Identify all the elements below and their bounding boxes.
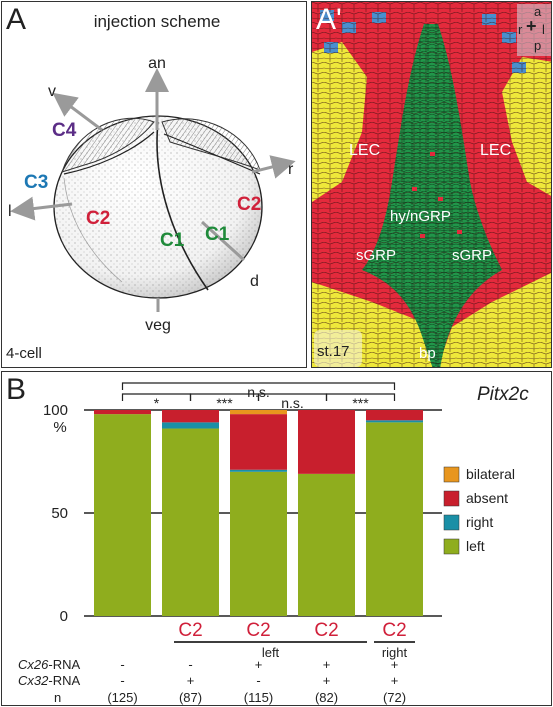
legend-label-left: left [466, 538, 485, 554]
cell-label-c3: C3 [24, 172, 48, 193]
cx32-value: + [187, 673, 195, 688]
cell-label-c2-right: C2 [237, 194, 261, 215]
bar-segment-right [366, 420, 423, 423]
n-value: (115) [244, 690, 273, 705]
axis-label-l: l [8, 203, 12, 220]
red-cell [420, 234, 425, 238]
label-sgrp-left: sGRP [356, 247, 397, 264]
cx32-value: + [323, 673, 331, 688]
legend-swatch-bilateral [443, 466, 460, 483]
panel-a: A injection scheme [1, 1, 307, 368]
label-sgrp-right: sGRP [452, 247, 493, 264]
red-cell [457, 230, 462, 234]
orient-r: r [518, 22, 523, 37]
bar-segment-left [162, 428, 219, 616]
orient-a: a [534, 4, 542, 19]
bar-segment-left [230, 471, 287, 616]
bar-segment-absent [298, 410, 355, 474]
bar-segment-left [366, 422, 423, 616]
red-cell [438, 197, 443, 201]
bar-segment-left [94, 414, 151, 616]
sig-overall-label: n.s. [247, 384, 270, 400]
y-tick-label: 50 [51, 505, 68, 522]
label-hy-ngrp: hy/nGRP [390, 208, 451, 225]
panel-a-title: injection scheme [94, 12, 221, 31]
panel-b-letter: B [6, 373, 27, 406]
n-value: (82) [315, 690, 338, 705]
orient-p: p [534, 38, 542, 53]
label-lec-left: LEC [349, 142, 381, 159]
sig-pair-3-label: n.s. [281, 395, 304, 411]
sig-pair-4-line [325, 393, 396, 401]
row-label-cx32: Cx32-RNA [18, 673, 80, 688]
sig-overall-line [121, 382, 396, 390]
legend-swatch-right [443, 514, 460, 531]
row-label-n: n [54, 690, 61, 705]
axis-label-r: r [288, 161, 294, 178]
y-unit-label: % [53, 419, 66, 436]
bar-segment-absent [366, 410, 423, 421]
axis-label-d: d [250, 273, 259, 290]
cx32-value: - [256, 673, 260, 688]
group-label-left: left [262, 645, 280, 660]
gene-name: Pitx2c [477, 384, 529, 405]
red-cell [430, 152, 435, 156]
bar-segment-left [298, 473, 355, 616]
cell-label-c1-right: C1 [205, 224, 230, 245]
legend-swatch-left [443, 538, 460, 555]
group-label-right: right [382, 645, 408, 660]
bar-segment-right [162, 422, 219, 429]
bar-segment-absent [162, 410, 219, 423]
panel-b: B Pitx2c n.s. * *** n.s. *** 0 50 100% bilater… [1, 371, 552, 706]
label-bp: bp [419, 345, 436, 362]
cx32-value: - [120, 673, 124, 688]
embryo-cap-left [61, 117, 155, 173]
cell-label-c2-left: C2 [86, 208, 110, 229]
cx26-value: + [323, 657, 331, 672]
sig-pair-4-label: *** [352, 395, 369, 411]
c2-injection-label: C2 [314, 620, 338, 641]
c2-injection-label: C2 [382, 620, 406, 641]
n-value: (72) [383, 690, 406, 705]
bar-segment-absent [230, 414, 287, 470]
red-cell [412, 187, 417, 191]
stage-label-4cell: 4-cell [6, 345, 42, 362]
axis-label-veg: veg [145, 317, 171, 334]
cell-label-c4: C4 [52, 120, 77, 141]
axis-label-v: v [48, 83, 56, 100]
legend-label-absent: absent [466, 490, 508, 506]
y-tick-label: 100 [43, 402, 68, 419]
axis-label-an: an [148, 55, 166, 72]
tissue-image [312, 2, 551, 367]
y-tick-label: 0 [60, 608, 68, 625]
bar-segment-absent [94, 410, 151, 415]
orient-cross: + [526, 16, 537, 36]
orient-l: l [542, 22, 545, 37]
c2-injection-label: C2 [246, 620, 270, 641]
sig-pair-1-label: * [154, 395, 160, 411]
c2-injection-label: C2 [178, 620, 202, 641]
embryo-diagram: injection scheme an v r l d veg C4 C3 C2… [8, 12, 296, 334]
panel-a-letter: A [6, 3, 27, 36]
cell-label-c1-left: C1 [160, 230, 185, 251]
cx26-value: + [255, 657, 263, 672]
legend-label-right: right [466, 514, 493, 530]
stage-label-st17: st.17 [317, 343, 350, 360]
cx26-value: - [120, 657, 124, 672]
legend-swatch-absent [443, 490, 460, 507]
bar-segment-right [230, 469, 287, 472]
cx26-value: - [188, 657, 192, 672]
panel-a-prime-letter: A' [316, 3, 342, 36]
cx32-value: + [391, 673, 399, 688]
label-lec-right: LEC [480, 142, 512, 159]
panel-a-prime: A' a r + l p LEC LEC hy/nGRP sGRP sGRP b… [311, 1, 552, 368]
bar-segment-bilateral [230, 410, 287, 415]
cx26-value: + [391, 657, 399, 672]
n-value: (87) [179, 690, 202, 705]
sig-pair-2-label: *** [216, 395, 233, 411]
legend-label-bilateral: bilateral [466, 466, 515, 482]
n-value: (125) [107, 690, 137, 705]
row-label-cx26: Cx26-RNA [18, 657, 80, 672]
